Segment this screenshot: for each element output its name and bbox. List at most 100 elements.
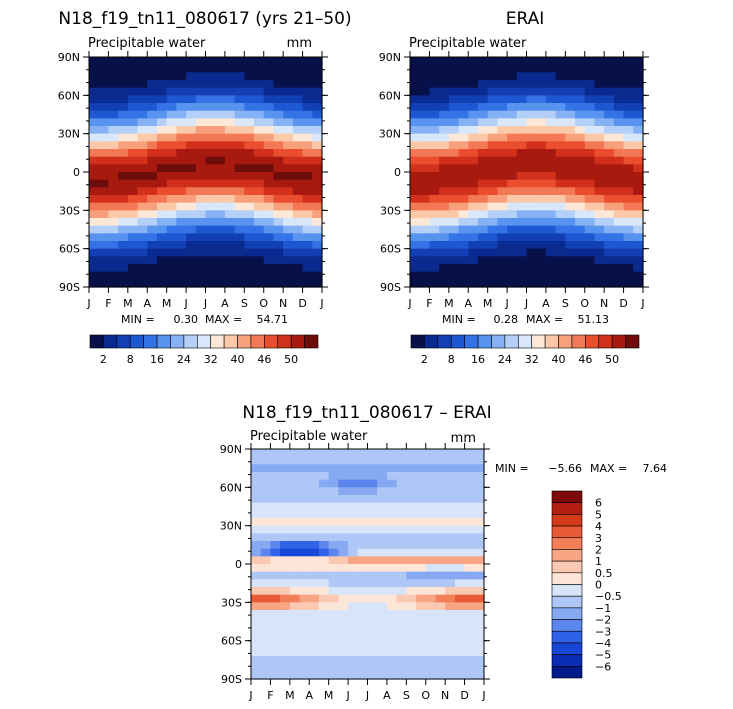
field-cell bbox=[147, 64, 158, 73]
field-cell bbox=[464, 671, 475, 680]
field-cell bbox=[377, 663, 388, 672]
field-cell bbox=[633, 225, 644, 234]
field-cell bbox=[575, 195, 586, 204]
field-cell bbox=[386, 495, 398, 504]
field-cell bbox=[604, 164, 615, 173]
field-cell bbox=[263, 233, 275, 242]
x-tick-label: J bbox=[183, 297, 187, 310]
field-cell bbox=[377, 625, 388, 634]
field-cell bbox=[516, 156, 528, 165]
field-cell bbox=[318, 625, 330, 634]
field-cell bbox=[127, 126, 139, 135]
colorbar-box bbox=[551, 572, 583, 585]
field-cell bbox=[633, 95, 644, 104]
field-cell bbox=[312, 179, 323, 188]
field-cell bbox=[448, 202, 460, 211]
field-cell bbox=[435, 464, 446, 473]
field-cell bbox=[429, 225, 440, 234]
field-cell bbox=[254, 264, 265, 273]
field-cell bbox=[386, 602, 398, 611]
field-cell bbox=[292, 141, 304, 150]
field-cell bbox=[623, 202, 634, 211]
field-cell bbox=[108, 110, 119, 119]
field-cell bbox=[507, 156, 518, 165]
y-tick-label: 90N bbox=[58, 51, 80, 64]
colorbar-box bbox=[598, 334, 613, 349]
field-cell bbox=[536, 103, 547, 112]
colorbar-box bbox=[129, 334, 144, 349]
field-cell bbox=[260, 594, 272, 603]
field-cell bbox=[406, 656, 417, 665]
field-cell bbox=[98, 80, 110, 89]
field-cell bbox=[166, 179, 177, 188]
field-cell bbox=[396, 671, 407, 680]
field-cell bbox=[497, 126, 508, 135]
field-cell bbox=[309, 533, 320, 542]
field-cell bbox=[205, 172, 216, 181]
field-cell bbox=[118, 264, 129, 273]
field-cell bbox=[555, 141, 566, 150]
field-cell bbox=[410, 64, 421, 73]
field-cell bbox=[367, 640, 378, 649]
field-cell bbox=[289, 472, 301, 481]
field-cell bbox=[283, 218, 294, 227]
field-cell bbox=[302, 248, 313, 257]
field-cell bbox=[234, 187, 245, 196]
x-tick-label: F bbox=[426, 297, 432, 310]
field-cell bbox=[309, 541, 320, 550]
field-cell bbox=[575, 202, 586, 211]
field-cell bbox=[633, 202, 644, 211]
field-cell bbox=[507, 95, 518, 104]
field-cell bbox=[396, 656, 407, 665]
field-cell bbox=[205, 57, 216, 66]
field-cell bbox=[273, 57, 284, 66]
field-cell bbox=[468, 179, 479, 188]
field-cell bbox=[468, 248, 479, 257]
field-cell bbox=[89, 187, 100, 196]
field-cell bbox=[584, 195, 596, 204]
field-cell bbox=[176, 118, 187, 127]
field-cell bbox=[429, 256, 440, 265]
field-cell bbox=[118, 179, 129, 188]
field-cell bbox=[283, 195, 294, 204]
field-cell bbox=[166, 64, 177, 73]
field-cell bbox=[289, 548, 301, 557]
field-cell bbox=[613, 233, 625, 242]
field-cell bbox=[273, 64, 284, 73]
field-cell bbox=[536, 87, 547, 96]
field-cell bbox=[367, 533, 378, 542]
field-cell bbox=[186, 264, 197, 273]
colorbar-box bbox=[551, 502, 583, 515]
field-cell bbox=[633, 103, 644, 112]
field-cell bbox=[195, 210, 207, 219]
field-cell bbox=[377, 587, 388, 596]
field-cell bbox=[292, 133, 304, 142]
x-tick-label: N bbox=[600, 297, 608, 310]
field-cell bbox=[273, 210, 284, 219]
field-cell bbox=[108, 172, 119, 181]
field-cell bbox=[386, 587, 398, 596]
field-cell bbox=[468, 57, 479, 66]
field-cell bbox=[555, 57, 566, 66]
field-cell bbox=[260, 556, 272, 565]
field-cell bbox=[302, 210, 313, 219]
field-cell bbox=[89, 202, 100, 211]
field-cell bbox=[195, 218, 207, 227]
field-cell bbox=[416, 587, 427, 596]
field-cell bbox=[367, 525, 378, 534]
field-cell bbox=[594, 110, 605, 119]
field-cell bbox=[594, 187, 605, 196]
field-cell bbox=[299, 495, 310, 504]
field-cell bbox=[224, 141, 236, 150]
field-cell bbox=[299, 472, 310, 481]
field-cell bbox=[195, 256, 207, 265]
field-cell bbox=[270, 564, 281, 573]
field-cell bbox=[477, 64, 489, 73]
colorbar-label: −4 bbox=[595, 637, 611, 650]
field-cell bbox=[613, 141, 625, 150]
field-cell bbox=[224, 241, 236, 250]
field-cell bbox=[289, 633, 301, 642]
field-cell bbox=[195, 225, 207, 234]
field-cell bbox=[386, 502, 398, 511]
